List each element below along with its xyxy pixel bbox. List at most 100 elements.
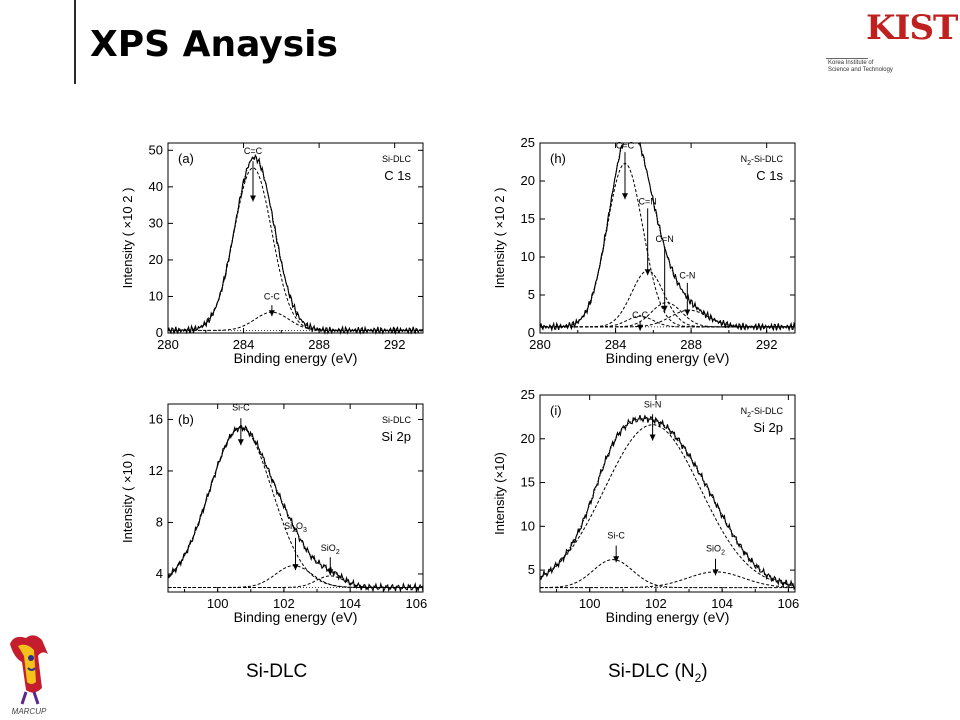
caption-sub: 2: [694, 670, 702, 685]
x-tick-label-i: 106: [778, 596, 800, 611]
spectrum-h: [539, 141, 796, 333]
x-axis-label-a: Binding energy (eV): [234, 350, 358, 366]
y-tick-label-h: 10: [521, 249, 535, 264]
kist-logo-rule: [826, 58, 868, 59]
region-label-b: Si 2p: [381, 429, 411, 444]
y-tick-label-i: 15: [521, 475, 535, 490]
sample-label-b: Si-DLC: [382, 415, 412, 425]
annotation-label-h-1: C=N: [639, 197, 657, 207]
spectrum-i: [539, 414, 796, 591]
y-tick-label-h: 25: [521, 135, 535, 150]
y-tick-label-a: 50: [149, 142, 163, 157]
panel-label-h: (h): [550, 151, 566, 166]
x-tick-label-a: 284: [233, 337, 255, 352]
annotation-label-i-0: Si-N: [644, 399, 662, 409]
x-tick-label-i: 102: [645, 596, 667, 611]
x-axis-label-i: Binding energy (eV): [606, 609, 730, 625]
annotation-label-a-1: C-C: [264, 291, 280, 301]
kist-logo-subtitle-2: Science and Technology: [828, 67, 893, 73]
spectrum-a: [167, 154, 424, 335]
annotation-arrowhead-b-0: [237, 439, 244, 446]
panel-label-b: (b): [178, 412, 194, 427]
x-tick-label-a: 288: [308, 337, 330, 352]
mascot-label: MARCUP: [12, 707, 47, 716]
plot-frame-b: [167, 403, 424, 593]
annotation-label-h-3: C-N: [679, 270, 695, 280]
region-label-i: Si 2p: [753, 420, 783, 435]
annotation-label-h-2: C=N: [656, 234, 674, 244]
annotation-arrowhead-a-1: [268, 310, 275, 317]
y-axis-label-h: Intensity ( ×10 2 ): [492, 188, 507, 289]
y-axis-label-a: Intensity ( ×10 2 ): [120, 188, 135, 289]
slide-title: XPS Anaysis: [90, 24, 338, 65]
plot-frame-h: [539, 142, 796, 334]
y-tick-label-h: 5: [528, 287, 535, 302]
fit-component-a-0: [168, 167, 423, 331]
annotation-label-b-1: Si2O3: [284, 521, 307, 534]
x-axis-label-h: Binding energy (eV): [606, 350, 730, 366]
annotation-arrowhead-h-2: [661, 305, 668, 312]
fit-component-b-2: [168, 575, 423, 588]
mascot-logo-icon: MARCUP: [10, 635, 48, 716]
sample-label-a: Si-DLC: [382, 154, 412, 164]
x-axis-label-b: Binding energy (eV): [234, 609, 358, 625]
y-tick-label-a: 20: [149, 252, 163, 267]
y-tick-label-i: 25: [521, 387, 535, 402]
x-tick-label-i: 104: [711, 596, 733, 611]
annotation-label-b-0: Si-C: [232, 402, 250, 412]
fit-component-i-2: [540, 571, 795, 589]
y-axis-label-b: Intensity ( ×10 ): [120, 453, 135, 543]
y-axis-label-i: Intensity (×10): [492, 452, 507, 535]
plot-frame-a: [167, 142, 424, 334]
y-tick-label-a: 40: [149, 179, 163, 194]
fit-component-h-3: [540, 309, 795, 328]
annotation-arrowhead-i-2: [712, 569, 719, 576]
spectrum-b: [167, 424, 424, 593]
x-tick-label-a: 280: [157, 337, 179, 352]
x-tick-label-a: 292: [384, 337, 406, 352]
x-tick-label-b: 104: [339, 596, 361, 611]
annotation-arrowhead-b-1: [292, 564, 299, 571]
annotation-arrowhead-h-0: [622, 193, 628, 200]
y-tick-label-i: 20: [521, 431, 535, 446]
annotation-label-a-0: C=C: [244, 146, 263, 156]
caption-main: Si-DLC (N: [608, 661, 695, 682]
x-tick-label-h: 292: [756, 337, 778, 352]
annotation-arrowhead-i-0: [649, 434, 656, 441]
y-tick-label-h: 20: [521, 173, 535, 188]
y-tick-label-h: 0: [528, 325, 535, 340]
y-tick-label-b: 12: [149, 463, 163, 478]
annotation-label-i-2: SiO2: [706, 544, 725, 557]
x-tick-label-b: 100: [207, 596, 229, 611]
panel-label-a: (a): [178, 151, 194, 166]
x-tick-label-i: 100: [579, 596, 601, 611]
y-tick-label-i: 10: [521, 518, 535, 533]
y-tick-label-a: 10: [149, 288, 163, 303]
y-tick-label-a: 0: [156, 325, 163, 340]
sample-label-i: N2-Si-DLC: [741, 406, 784, 419]
annotation-arrowhead-i-1: [613, 556, 620, 563]
annotation-label-i-1: Si-C: [607, 531, 625, 541]
annotation-label-h-4: C-C: [632, 310, 648, 320]
fit-envelope-a: [168, 156, 423, 331]
x-tick-label-b: 106: [406, 596, 428, 611]
caption-close: ): [701, 661, 708, 682]
y-tick-label-i: 5: [528, 562, 535, 577]
annotation-arrowhead-a-0: [250, 195, 256, 202]
region-label-a: C 1s: [384, 168, 411, 183]
x-tick-label-h: 284: [605, 337, 627, 352]
kist-logo-subtitle-1: Korea Institute of: [828, 60, 874, 66]
y-tick-label-b: 4: [156, 566, 163, 581]
y-tick-label-b: 16: [149, 411, 163, 426]
annotation-label-h-0: C=C: [616, 140, 635, 150]
fit-envelope-i: [539, 418, 796, 586]
caption-n2-si-dlc: Si-DLC (N2): [608, 661, 708, 685]
fit-component-a-1: [168, 311, 423, 331]
y-tick-label-a: 30: [149, 215, 163, 230]
fit-component-h-1: [540, 270, 795, 328]
kist-logo-mark: KIST: [866, 8, 958, 48]
panel-label-i: (i): [550, 403, 562, 418]
title-rule: [74, 0, 76, 84]
sample-label-h: N2-Si-DLC: [741, 154, 784, 167]
